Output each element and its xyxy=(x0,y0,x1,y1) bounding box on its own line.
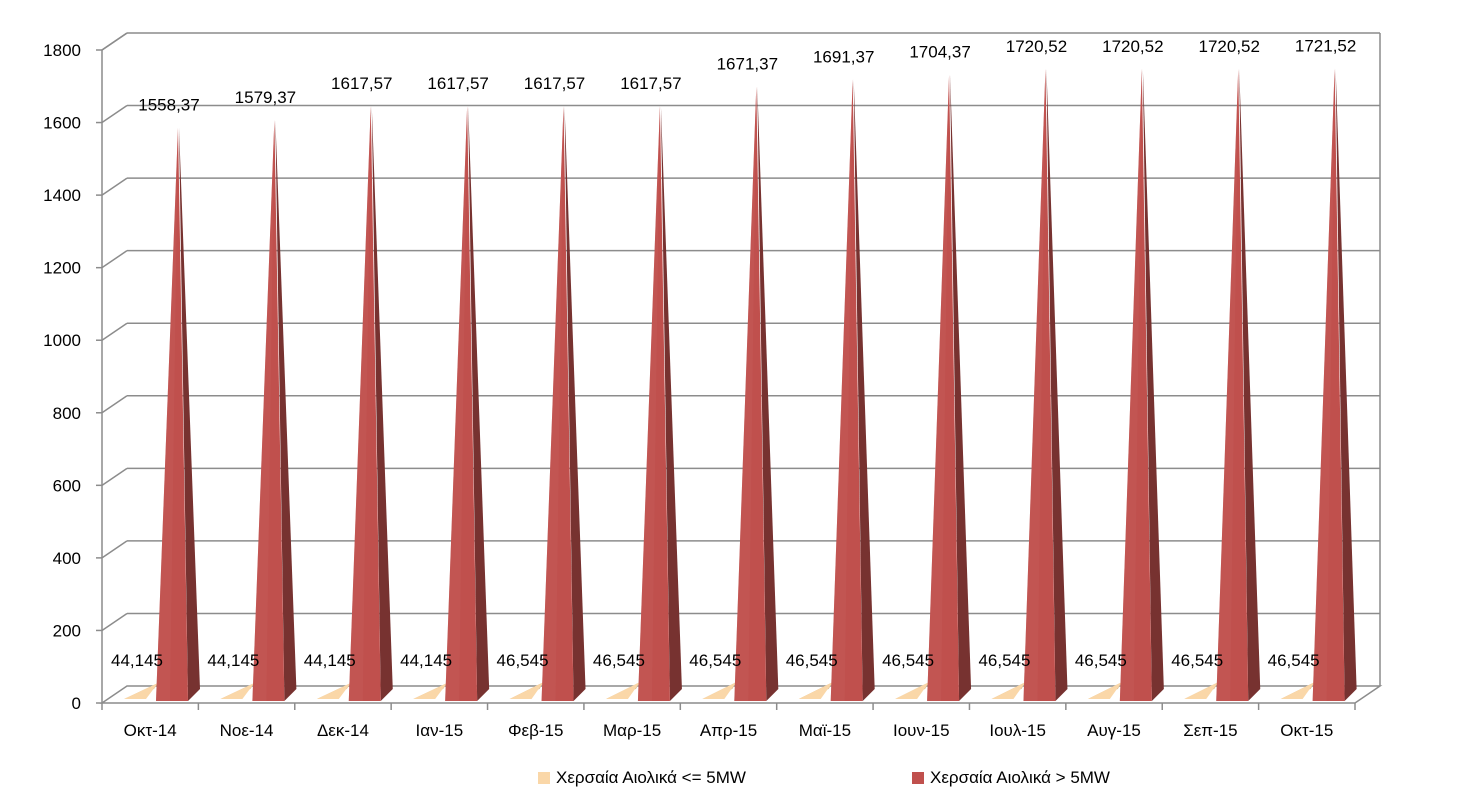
legend-swatch-series-2 xyxy=(912,772,924,784)
data-label-series-2: 1579,37 xyxy=(235,88,296,107)
data-label-series-2: 1617,57 xyxy=(620,74,681,93)
bar-series-2 xyxy=(541,106,586,702)
y-tick-label: 1800 xyxy=(43,41,81,60)
data-label-series-2: 1720,52 xyxy=(1199,37,1260,56)
data-label-series-2: 1671,37 xyxy=(717,55,778,74)
bar-series-1 xyxy=(413,682,448,699)
bar-series-1 xyxy=(509,682,544,699)
gridline-side xyxy=(101,540,128,559)
data-labels: 1558,37 44,145 1579,37 44,145 1617,57 44,145 1… xyxy=(111,36,1356,670)
y-tick-label: 1600 xyxy=(43,114,81,133)
legend-swatch-series-1 xyxy=(538,772,550,784)
legend-item-series-1: Χερσαία Αιολικά <= 5MW xyxy=(538,766,746,790)
data-label-series-1: 44,145 xyxy=(111,651,163,670)
data-label-series-1: 44,145 xyxy=(207,651,259,670)
bar-series-1 xyxy=(798,682,833,699)
bar-series-2 xyxy=(1119,68,1164,702)
y-tick-label: 0 xyxy=(72,694,81,713)
bar-series-1 xyxy=(702,682,737,699)
data-label-series-1: 46,545 xyxy=(882,651,934,670)
legend-item-series-2: Χερσαία Αιολικά > 5MW xyxy=(912,766,1110,790)
bar-series-2 xyxy=(445,106,490,702)
x-tick-label: Μαϊ-15 xyxy=(799,721,851,740)
gridline-side xyxy=(101,177,128,196)
bar-series-2 xyxy=(927,74,972,701)
bars xyxy=(124,68,1357,702)
x-tick-label: Σεπ-15 xyxy=(1183,721,1237,740)
bar-series-2 xyxy=(1216,68,1261,702)
y-tick-label: 1000 xyxy=(43,331,81,350)
bar-series-2 xyxy=(348,106,393,702)
y-tick-label: 600 xyxy=(53,476,81,495)
y-tick-label: 1200 xyxy=(43,259,81,278)
bar-series-1 xyxy=(895,682,930,699)
y-tick-label: 800 xyxy=(53,404,81,423)
data-label-series-2: 1617,57 xyxy=(524,74,585,93)
x-tick-label: Ιαν-15 xyxy=(416,721,464,740)
x-tick-label: Ιουν-15 xyxy=(893,721,950,740)
x-tick-label: Απρ-15 xyxy=(700,721,757,740)
data-label-series-2: 1691,37 xyxy=(813,47,874,66)
data-label-series-1: 46,545 xyxy=(1171,651,1223,670)
bar-series-1 xyxy=(124,682,158,699)
bar-series-1 xyxy=(991,682,1026,699)
bar-series-1 xyxy=(1087,682,1122,699)
x-tick-label: Οκτ-14 xyxy=(124,721,177,740)
x-axis-ticks: Οκτ-14 Νοε-14 Δεκ-14 Ιαν-15 Φεβ-15 Μαρ-15 Απρ-… xyxy=(101,703,1356,740)
data-label-series-1: 44,145 xyxy=(304,651,356,670)
axes xyxy=(99,32,1383,704)
x-tick-label: Φεβ-15 xyxy=(508,721,564,740)
bar-series-1 xyxy=(1280,682,1315,699)
legend-label-series-2: Χερσαία Αιολικά > 5MW xyxy=(930,768,1110,787)
gridline-side xyxy=(101,467,128,486)
x-tick-label: Ιουλ-15 xyxy=(989,721,1046,740)
data-label-series-1: 46,545 xyxy=(593,651,645,670)
y-axis-ticks: 0 200 400 600 800 1000 1200 1400 1600 1800 xyxy=(43,41,102,713)
bar-series-1 xyxy=(1184,682,1219,699)
bar-series-1 xyxy=(316,682,351,699)
y-axis-top-edge xyxy=(101,32,128,51)
bar-series-2 xyxy=(156,127,200,701)
y-tick-label: 200 xyxy=(53,621,81,640)
gridline-side xyxy=(101,322,128,341)
bar-series-2 xyxy=(1312,68,1357,701)
data-label-series-2: 1558,37 xyxy=(138,96,199,115)
data-label-series-2: 1617,57 xyxy=(427,74,488,93)
x-tick-label: Αυγ-15 xyxy=(1087,721,1141,740)
data-label-series-1: 46,545 xyxy=(497,651,549,670)
bar-series-1 xyxy=(220,682,255,699)
gridline-side xyxy=(101,104,128,124)
bar-series-2 xyxy=(1023,68,1068,702)
gridline-side xyxy=(101,395,128,414)
x-tick-label: Μαρ-15 xyxy=(603,721,661,740)
data-label-series-2: 1704,37 xyxy=(909,43,970,62)
x-tick-label: Δεκ-14 xyxy=(317,721,369,740)
bar-series-1 xyxy=(605,682,640,699)
bar-series-2 xyxy=(637,106,682,702)
data-label-series-1: 46,545 xyxy=(978,651,1030,670)
data-label-series-1: 46,545 xyxy=(786,651,838,670)
data-label-series-1: 44,145 xyxy=(400,651,452,670)
data-label-series-1: 46,545 xyxy=(1075,651,1127,670)
legend-label-series-1: Χερσαία Αιολικά <= 5MW xyxy=(556,768,746,787)
y-tick-label: 1400 xyxy=(43,186,81,205)
data-label-series-2: 1720,52 xyxy=(1006,37,1067,56)
x-tick-label: Οκτ-15 xyxy=(1280,721,1333,740)
bar-series-2 xyxy=(734,86,779,701)
data-label-series-2: 1720,52 xyxy=(1102,37,1163,56)
x-tick-label: Νοε-14 xyxy=(220,721,274,740)
gridline-side xyxy=(101,612,128,632)
data-label-series-2: 1721,52 xyxy=(1295,36,1356,55)
data-label-series-1: 46,545 xyxy=(689,651,741,670)
bar-series-2 xyxy=(252,120,297,701)
data-label-series-2: 1617,57 xyxy=(331,74,392,93)
y-tick-label: 400 xyxy=(53,549,81,568)
gridline-side xyxy=(101,250,128,269)
data-label-series-1: 46,545 xyxy=(1268,651,1320,670)
bar-series-2 xyxy=(830,79,875,701)
